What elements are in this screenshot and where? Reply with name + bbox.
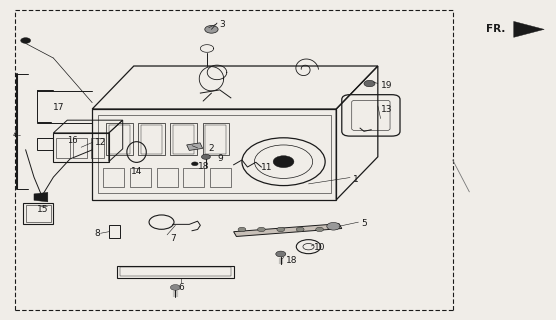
Bar	[98, 116, 331, 194]
Text: 5: 5	[361, 219, 367, 228]
Circle shape	[21, 38, 31, 44]
Circle shape	[277, 227, 285, 232]
Bar	[56, 138, 70, 158]
Text: 6: 6	[178, 283, 184, 292]
Bar	[202, 123, 229, 155]
Bar	[157, 168, 177, 187]
Bar	[73, 138, 87, 158]
Text: 10: 10	[314, 243, 326, 252]
Bar	[138, 123, 165, 155]
Circle shape	[364, 80, 375, 87]
Bar	[170, 123, 197, 155]
Bar	[183, 168, 204, 187]
Bar	[37, 138, 53, 150]
Bar	[141, 125, 162, 154]
Bar	[173, 125, 194, 154]
Bar	[23, 203, 53, 224]
Text: 16: 16	[67, 136, 78, 145]
Circle shape	[201, 154, 210, 159]
Text: 7: 7	[170, 234, 176, 243]
Text: 1: 1	[353, 175, 359, 184]
Bar	[117, 266, 234, 278]
Circle shape	[238, 227, 246, 232]
Text: 11: 11	[261, 164, 273, 172]
Polygon shape	[514, 21, 544, 37]
Circle shape	[170, 284, 180, 290]
Bar	[109, 125, 130, 154]
Circle shape	[257, 227, 265, 232]
Text: 14: 14	[131, 167, 142, 176]
Text: FR.: FR.	[486, 24, 505, 34]
Text: 12: 12	[95, 138, 106, 147]
Bar	[120, 268, 231, 276]
Circle shape	[205, 26, 218, 33]
Text: 18: 18	[286, 256, 298, 265]
Circle shape	[276, 251, 286, 257]
Bar	[210, 168, 231, 187]
Circle shape	[316, 227, 324, 232]
Text: 18: 18	[197, 162, 209, 171]
Bar	[92, 109, 336, 200]
Bar	[109, 225, 120, 238]
Text: 3: 3	[220, 20, 226, 29]
Text: 2: 2	[208, 144, 214, 153]
Circle shape	[296, 227, 304, 232]
Text: 8: 8	[95, 229, 101, 238]
Polygon shape	[234, 224, 342, 236]
Text: 9: 9	[217, 154, 223, 163]
Bar	[26, 204, 51, 222]
Circle shape	[273, 156, 294, 168]
Circle shape	[327, 222, 340, 230]
Text: 15: 15	[37, 205, 48, 214]
Circle shape	[191, 162, 198, 166]
Bar	[187, 143, 202, 150]
Bar	[103, 168, 125, 187]
Bar	[130, 168, 151, 187]
Text: 13: 13	[381, 105, 392, 114]
Bar	[91, 138, 105, 158]
Bar	[205, 125, 226, 154]
Bar	[53, 133, 109, 162]
Text: 4: 4	[13, 130, 18, 139]
Polygon shape	[34, 192, 48, 202]
Text: 17: 17	[53, 103, 65, 112]
Bar	[106, 123, 133, 155]
Text: 19: 19	[381, 81, 392, 90]
